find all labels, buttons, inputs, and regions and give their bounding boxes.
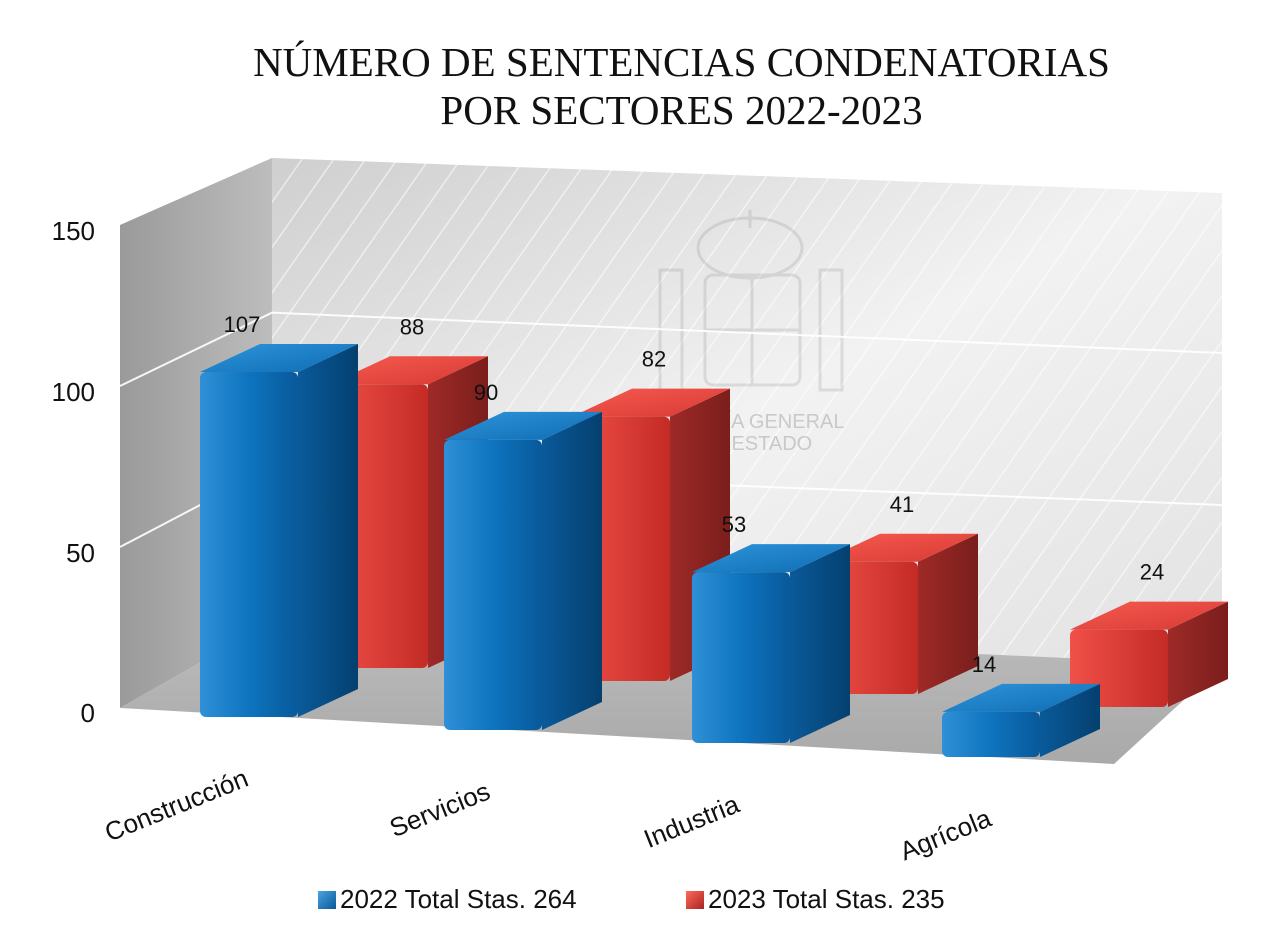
gridline bbox=[119, 311, 1223, 387]
bar-2022-agrícola-side bbox=[1040, 683, 1100, 757]
bar-2023-agrícola-top bbox=[1070, 601, 1228, 630]
bar-2022-industria bbox=[692, 544, 850, 743]
data-label: 41 bbox=[890, 492, 914, 517]
y-tick-label: 50 bbox=[66, 538, 95, 568]
legend-label-2023: 2023 Total Stas. 235 bbox=[708, 884, 945, 914]
data-label: 82 bbox=[642, 347, 666, 372]
bar-2023-industria-side bbox=[918, 533, 978, 694]
bar-2022-servicios bbox=[444, 411, 602, 730]
y-tick-label: 150 bbox=[52, 216, 95, 246]
bar-2022-construcción-top bbox=[200, 344, 358, 372]
bar-2022-agrícola bbox=[942, 683, 1100, 757]
bar-2022-servicios-side bbox=[542, 411, 602, 730]
bar-2022-servicios-front bbox=[444, 439, 542, 730]
bar-2023-construcción-top bbox=[330, 356, 488, 385]
data-label: 53 bbox=[722, 512, 746, 537]
y-tick-label: 0 bbox=[81, 698, 95, 728]
bar-2022-agrícola-front bbox=[942, 711, 1040, 757]
bar-2022-construcción-front bbox=[200, 372, 298, 717]
y-tick-label: 100 bbox=[52, 377, 95, 407]
x-tick-label: Construcción bbox=[100, 763, 252, 848]
data-label: 107 bbox=[224, 312, 261, 337]
x-tick-label: Agrícola bbox=[896, 803, 996, 867]
bar-2022-industria-top bbox=[692, 544, 850, 573]
data-label: 90 bbox=[474, 380, 498, 405]
legend-item-2023: 2023 Total Stas. 235 bbox=[686, 884, 945, 915]
bar-2022-construcción bbox=[200, 344, 358, 717]
x-tick-label: Servicios bbox=[385, 776, 494, 843]
chart-title-line-1: NÚMERO DE SENTENCIAS CONDENATORIAS bbox=[253, 39, 1110, 85]
x-tick-label: Industria bbox=[640, 789, 744, 854]
bar-2022-industria-side bbox=[790, 544, 850, 743]
data-label: 14 bbox=[972, 652, 996, 677]
chart-title-line-2: POR SECTORES 2022-2023 bbox=[440, 87, 923, 133]
data-label: 88 bbox=[400, 314, 424, 339]
bar-2022-agrícola-top bbox=[942, 683, 1100, 712]
bar-2022-construcción-side bbox=[298, 344, 358, 717]
legend-label-2022: 2022 Total Stas. 264 bbox=[340, 884, 577, 914]
bar-2023-agrícola-side bbox=[1168, 601, 1228, 707]
legend-swatch-2023 bbox=[686, 890, 704, 909]
bar-2022-servicios-top bbox=[444, 411, 602, 440]
data-label: 24 bbox=[1140, 560, 1164, 585]
bar-2023-servicios-top bbox=[572, 388, 730, 417]
bar-2023-industria-top bbox=[820, 533, 978, 562]
bar-2022-industria-front bbox=[692, 572, 790, 743]
legend-swatch-2022 bbox=[318, 890, 336, 909]
legend-item-2022: 2022 Total Stas. 264 bbox=[318, 884, 577, 915]
